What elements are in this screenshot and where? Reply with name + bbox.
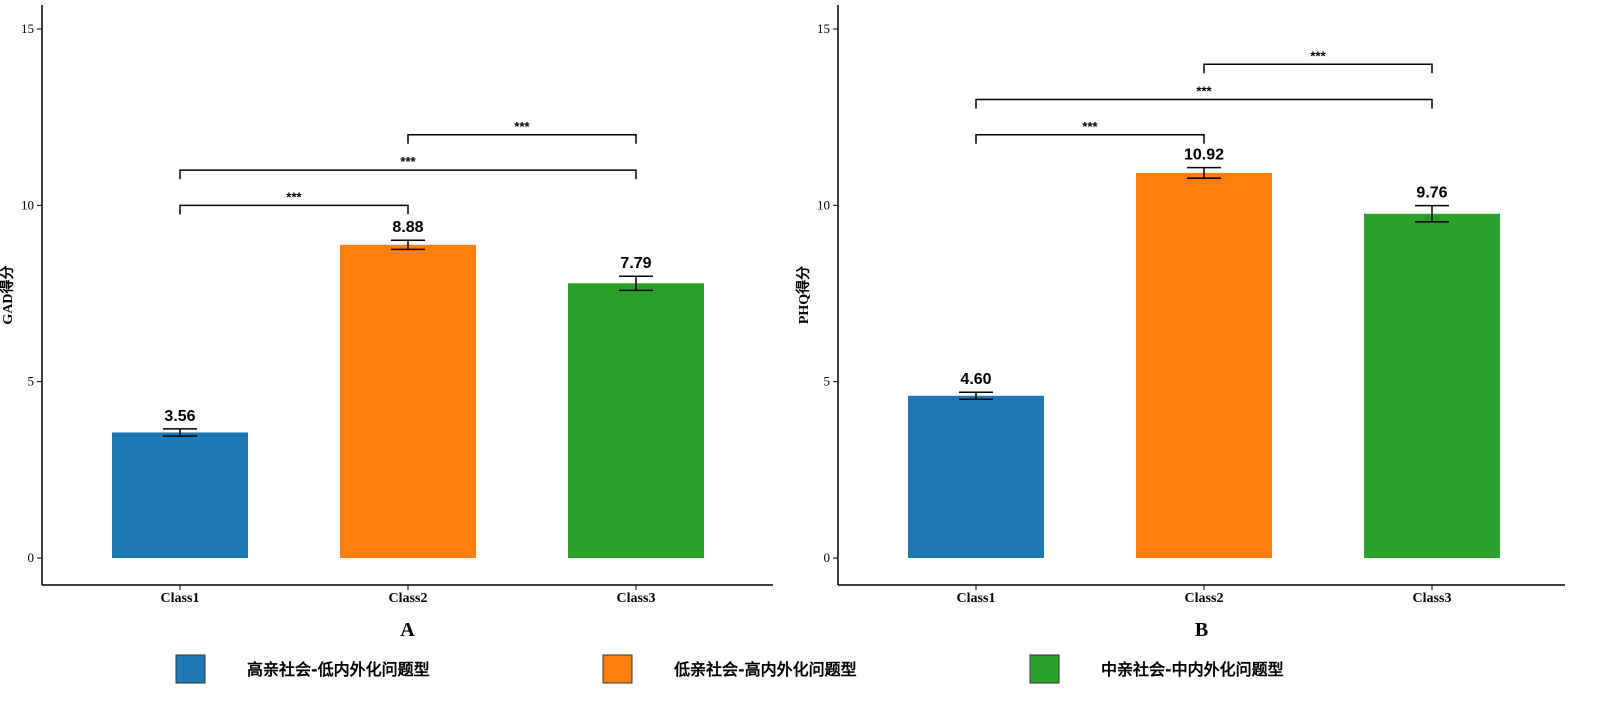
y-tick-label: 15	[21, 21, 34, 36]
panel-a: 0 5 10 15 GAD得分 3.56 Class1 8.88 Class2 7.79 Class…	[0, 5, 773, 641]
bar-class1	[112, 432, 248, 558]
x-tick-label: Class1	[161, 591, 200, 606]
data-label: 10.92	[1184, 147, 1224, 164]
significance-bracket	[407, 134, 637, 144]
significance-bracket	[975, 98, 1433, 109]
y-tick-label: 10	[817, 197, 830, 212]
significance-label: ***	[400, 154, 416, 169]
y-tick-label: 5	[824, 374, 831, 389]
bar-class1	[908, 395, 1044, 558]
y-axis-label: GAD得分	[0, 265, 16, 324]
data-label: 4.60	[960, 371, 991, 388]
data-label: 9.76	[1416, 185, 1447, 202]
data-label: 8.88	[392, 219, 423, 236]
data-label: 7.79	[620, 255, 651, 272]
y-axis-label: PHQ得分	[795, 266, 812, 324]
bar-class3	[1364, 213, 1500, 558]
y-tick-label: 0	[824, 550, 831, 565]
y-tick-label: 15	[817, 21, 830, 36]
x-tick-label: Class1	[957, 591, 996, 606]
bar-class3	[568, 283, 704, 558]
panel-label: B	[1195, 619, 1208, 641]
y-tick-label: 10	[21, 197, 34, 212]
legend-label: 高亲社会-低内外化问题型	[247, 660, 430, 679]
legend-swatch	[175, 654, 206, 684]
y-tick-label: 5	[28, 374, 35, 389]
significance-label: ***	[1082, 119, 1098, 134]
panel-b: 0 5 10 15 PHQ得分 4.60 Class1 10.92 Class2 9.76 Clas…	[795, 5, 1565, 641]
legend-label: 中亲社会-中内外化问题型	[1101, 660, 1284, 679]
significance-label: ***	[514, 119, 530, 134]
x-tick-label: Class3	[1413, 591, 1452, 606]
significance-bracket	[179, 169, 637, 180]
y-tick-label: 0	[28, 550, 35, 565]
panel-label: A	[400, 619, 415, 641]
significance-label: ***	[1310, 48, 1326, 63]
legend-swatch	[1029, 654, 1060, 684]
x-tick-label: Class2	[1185, 591, 1224, 606]
significance-bracket	[975, 134, 1205, 144]
legend: 高亲社会-低内外化问题型 低亲社会-高内外化问题型 中亲社会-中内外化问题型	[175, 654, 1284, 684]
data-label: 3.56	[164, 408, 195, 425]
x-tick-label: Class3	[617, 591, 656, 606]
bar-class2	[340, 244, 476, 558]
x-tick-label: Class2	[389, 591, 428, 606]
significance-label: ***	[1196, 84, 1212, 99]
bar-class2	[1136, 172, 1272, 558]
significance-bracket	[1203, 63, 1433, 74]
legend-swatch	[602, 654, 633, 684]
significance-bracket	[179, 204, 409, 215]
significance-label: ***	[286, 189, 302, 204]
legend-label: 低亲社会-高内外化问题型	[673, 660, 857, 679]
